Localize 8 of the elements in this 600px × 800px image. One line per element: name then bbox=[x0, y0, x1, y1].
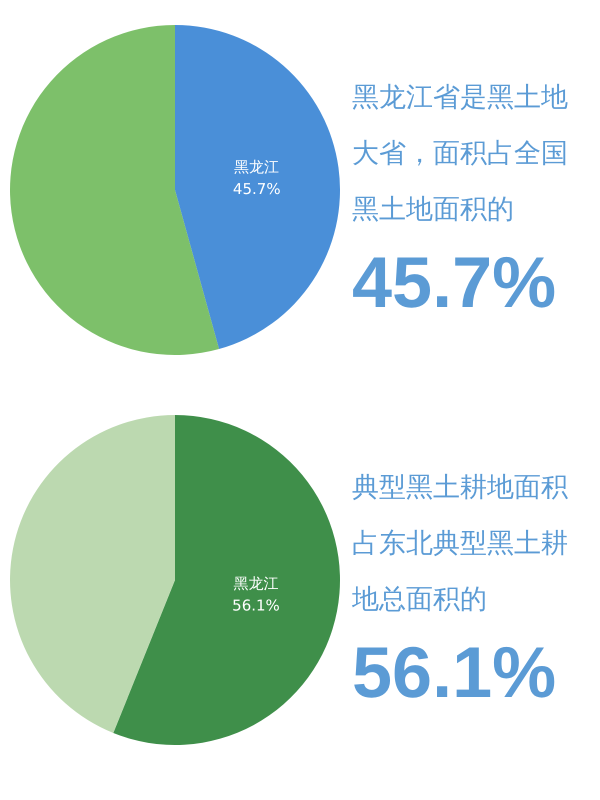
text: 典型黑土耕地面积占东北典型黑土耕地总面积的 bbox=[352, 471, 569, 617]
data-label: 56.1% bbox=[232, 596, 280, 615]
slice-label: 黑龙江 bbox=[234, 158, 280, 176]
slice-label: 黑龙江 bbox=[233, 574, 278, 593]
data-label: 45.7% bbox=[232, 180, 281, 198]
text: 45.7% bbox=[352, 242, 558, 325]
text: 56.1% bbox=[352, 632, 558, 715]
text: 黑龙江省是黑土地大省，面积占全国黑土地面积的 bbox=[352, 81, 569, 227]
